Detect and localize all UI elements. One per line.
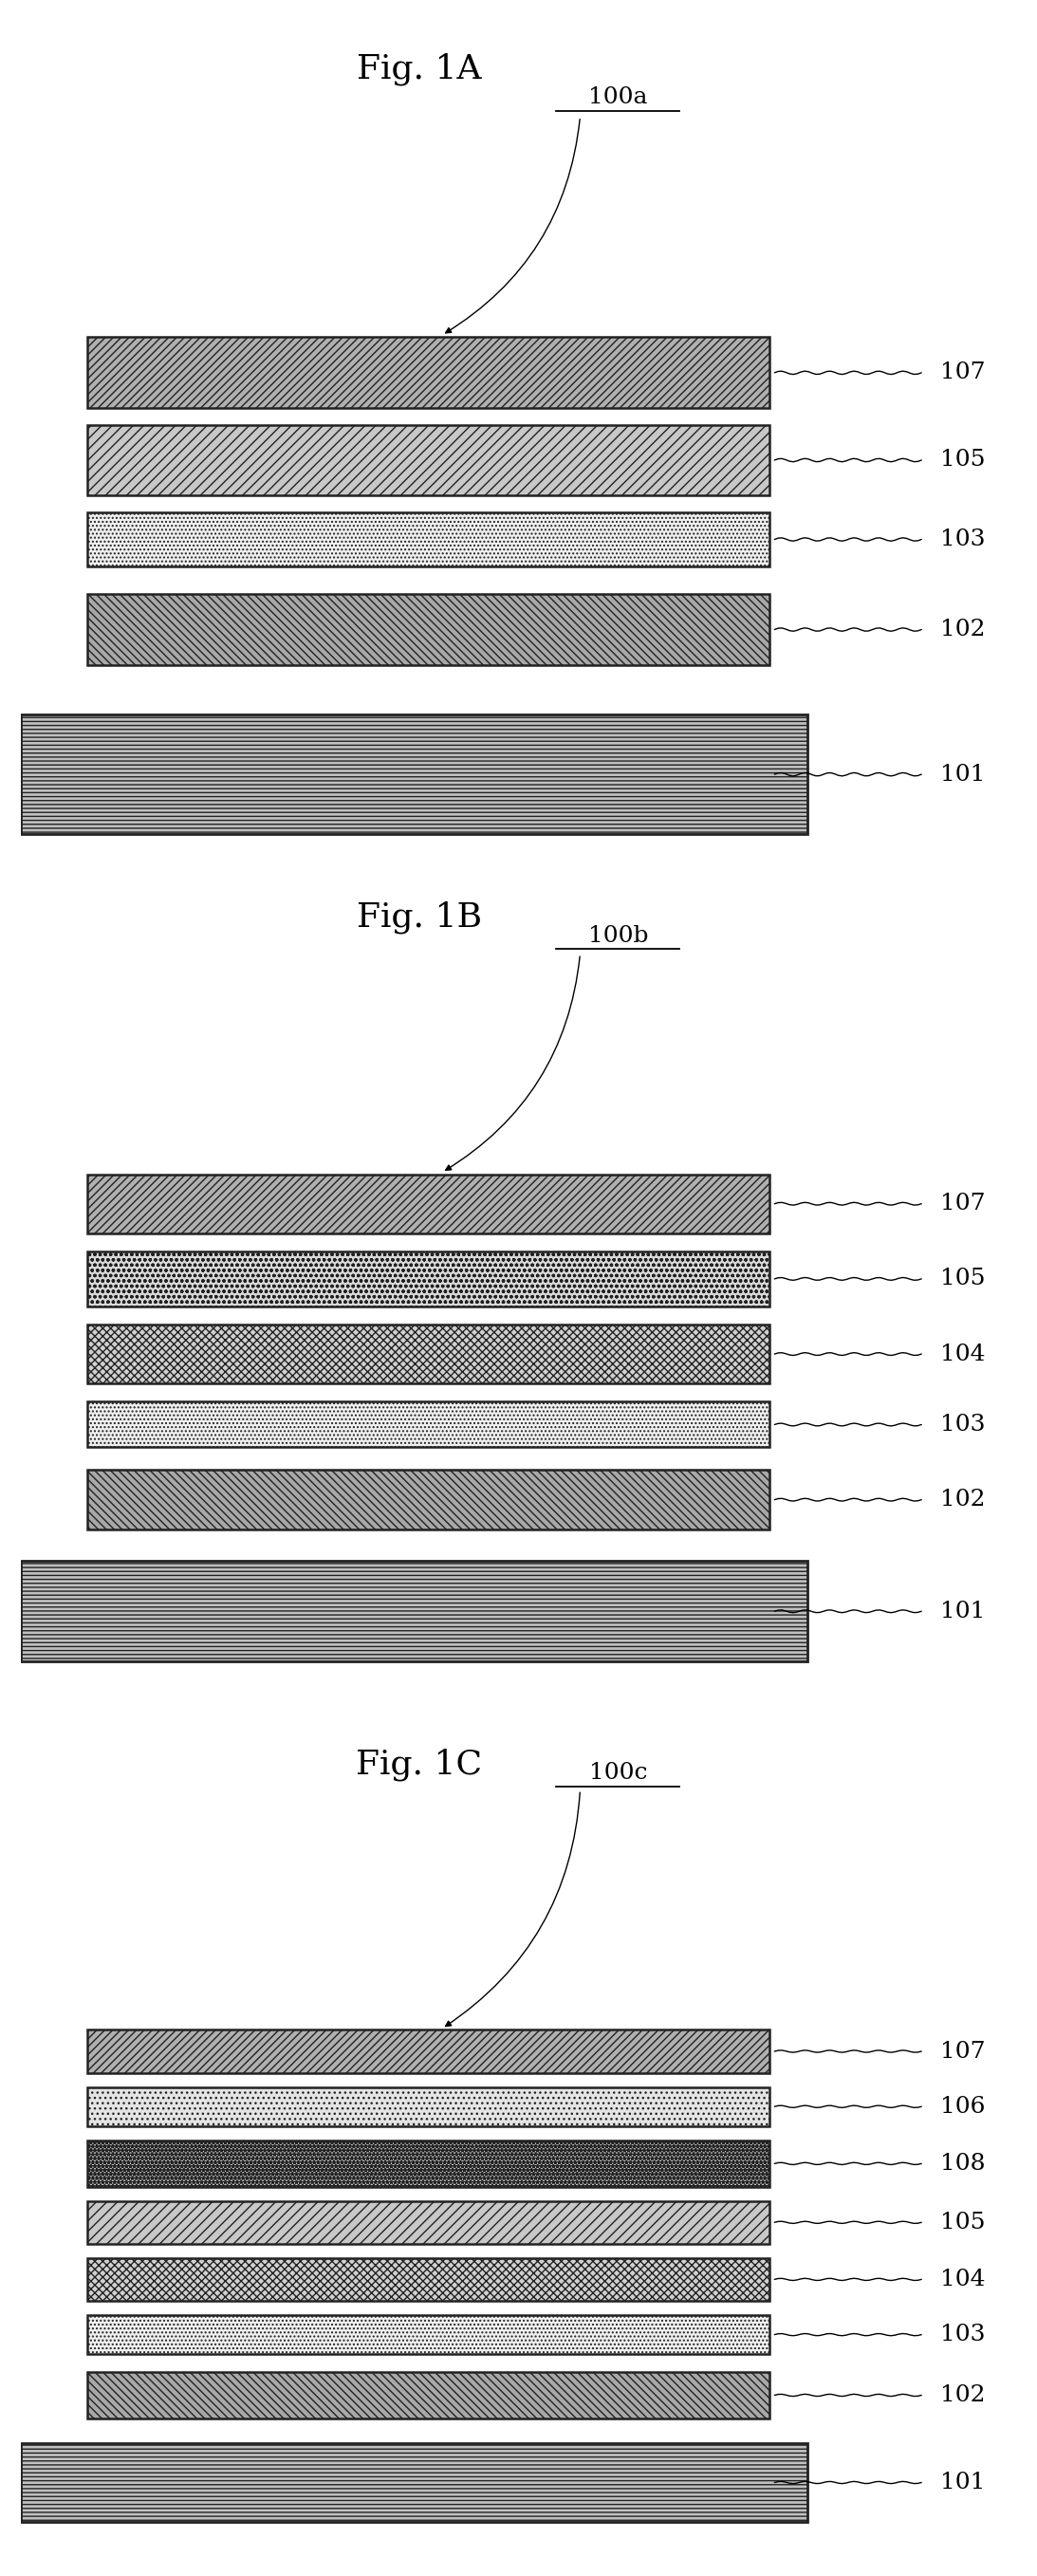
Bar	[87, 2372, 769, 2419]
Text: 101: 101	[941, 762, 985, 786]
Bar	[87, 2141, 769, 2187]
Text: 105: 105	[941, 448, 985, 471]
Text: 104: 104	[941, 2269, 985, 2290]
Text: 103: 103	[941, 528, 985, 551]
Bar	[87, 2200, 769, 2244]
Bar	[87, 1175, 769, 1234]
Bar	[87, 2316, 769, 2354]
Bar	[87, 337, 769, 407]
Text: 100a: 100a	[588, 85, 648, 108]
Text: 102: 102	[941, 1489, 985, 1510]
Text: 107: 107	[941, 1193, 985, 1216]
Text: 101: 101	[941, 1600, 985, 1623]
Bar	[21, 2442, 808, 2522]
Bar	[87, 425, 769, 495]
Bar	[21, 1561, 808, 1662]
Bar	[87, 2087, 769, 2125]
Text: 104: 104	[941, 1342, 985, 1365]
Bar	[87, 1401, 769, 1448]
Text: 106: 106	[941, 2097, 985, 2117]
Bar	[87, 513, 769, 567]
Text: 100c: 100c	[589, 1762, 647, 1785]
Text: 101: 101	[941, 2470, 985, 2494]
Text: 108: 108	[941, 2154, 985, 2174]
Text: Fig. 1C: Fig. 1C	[356, 1749, 482, 1780]
Bar	[87, 1252, 769, 1306]
Bar	[87, 1471, 769, 1530]
Bar	[87, 1324, 769, 1383]
Text: 105: 105	[941, 2210, 985, 2233]
Text: 107: 107	[941, 2040, 985, 2063]
Bar	[87, 2259, 769, 2300]
Bar	[21, 714, 808, 835]
Text: 103: 103	[941, 1414, 985, 1435]
Text: 107: 107	[941, 361, 985, 384]
Text: Fig. 1A: Fig. 1A	[357, 54, 481, 85]
Text: Fig. 1B: Fig. 1B	[357, 902, 481, 933]
Text: 103: 103	[941, 2324, 985, 2347]
Text: 105: 105	[941, 1267, 985, 1291]
Bar	[87, 595, 769, 665]
Text: 102: 102	[941, 2385, 985, 2406]
Text: 102: 102	[941, 618, 985, 641]
Bar	[87, 2030, 769, 2074]
Text: 100b: 100b	[588, 925, 648, 945]
